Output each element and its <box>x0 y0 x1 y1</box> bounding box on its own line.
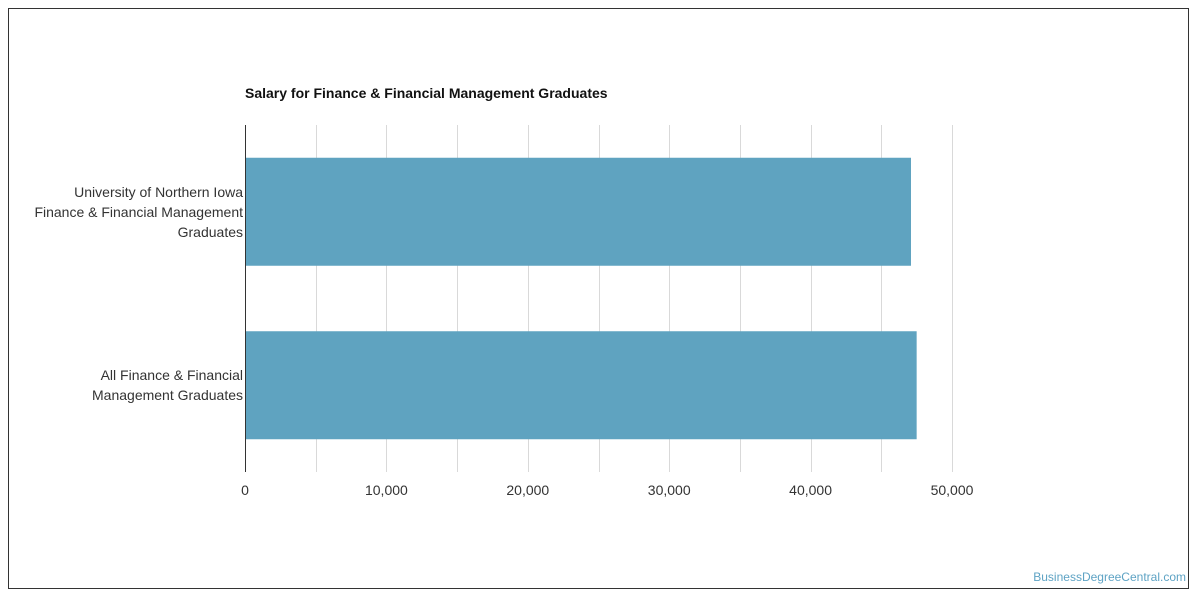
chart-frame <box>8 8 1189 589</box>
x-tick-label: 10,000 <box>365 482 408 498</box>
watermark[interactable]: BusinessDegreeCentral.com <box>1033 570 1186 584</box>
chart-title: Salary for Finance & Financial Managemen… <box>245 85 608 101</box>
category-label: All Finance & Financial Management Gradua… <box>3 365 243 405</box>
x-tick-label: 50,000 <box>931 482 974 498</box>
bars <box>245 157 917 440</box>
category-label-line: University of Northern Iowa <box>74 183 243 200</box>
bar-0[interactable] <box>245 157 911 266</box>
bar-1[interactable] <box>245 331 917 440</box>
x-tick-label: 0 <box>241 482 249 498</box>
category-label-line: Graduates <box>177 223 243 240</box>
x-tick-label: 30,000 <box>648 482 691 498</box>
category-label: University of Northern Iowa Finance & Fin… <box>3 182 243 242</box>
x-tick-label: 20,000 <box>506 482 549 498</box>
category-label-line: Management Graduates <box>92 387 243 404</box>
x-tick-labels: 0 10,000 20,000 30,000 40,000 50,000 <box>241 482 974 498</box>
category-label-line: All Finance & Financial <box>100 367 243 384</box>
x-tick-label: 40,000 <box>789 482 832 498</box>
category-label-line: Finance & Financial Management <box>34 203 243 220</box>
